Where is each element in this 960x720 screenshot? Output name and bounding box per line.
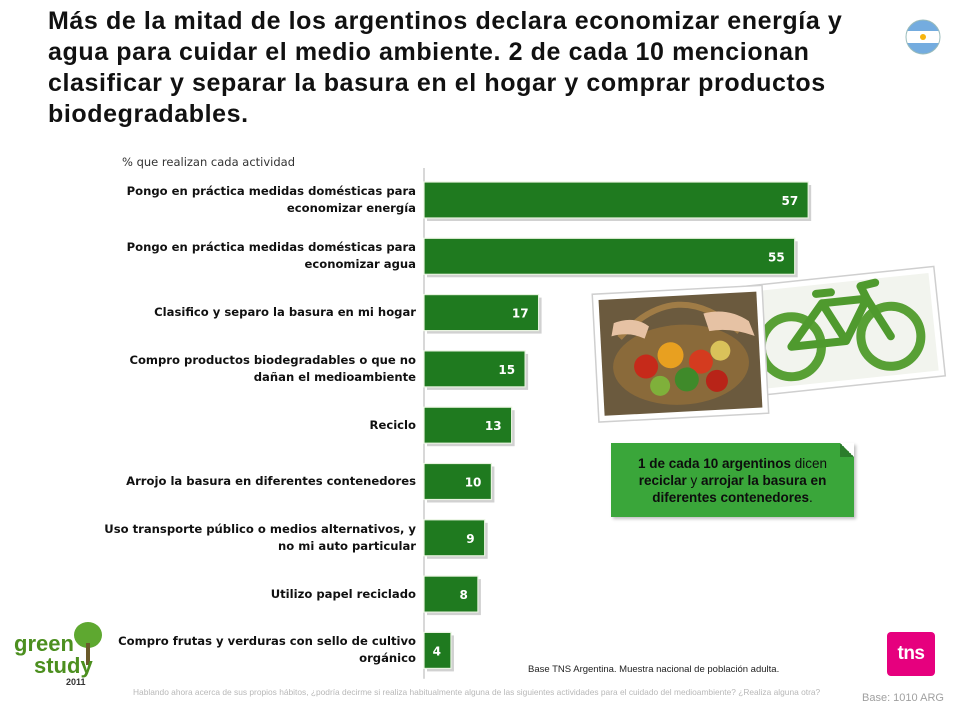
category-label: Pongo en práctica medidas domésticas par…	[126, 240, 416, 272]
bar	[423, 631, 452, 669]
green-study-logo: green study 2011	[14, 622, 102, 687]
bar-value-label: 9	[466, 532, 474, 546]
bar-value-label: 4	[433, 644, 441, 658]
bar-chart: 57 55 17 15 13 10 9 8 4 Pongo en práctica medida…	[0, 168, 812, 679]
page-title: Más de la mitad de los argentinos declar…	[48, 7, 843, 128]
bar	[423, 181, 809, 219]
chart-subtitle: % que realizan cada actividad	[122, 155, 296, 169]
category-label: Clasifico y separo la basura en mi hogar	[154, 305, 416, 320]
base-note: Base TNS Argentina. Muestra nacional de …	[528, 664, 780, 675]
bar	[423, 575, 479, 613]
photo-collage	[591, 265, 947, 423]
callout-bold-3: arrojar la basura en diferentes contened…	[652, 473, 827, 505]
callout-text-2: y	[686, 473, 701, 488]
callout-bold-1: 1 de cada 10 argentinos	[637, 456, 792, 471]
category-label: Pongo en práctica medidas domésticas par…	[126, 184, 416, 215]
category-label: Utilizo papel reciclado	[270, 586, 416, 601]
category-label: Compro frutas y verduras con sello de cu…	[118, 634, 416, 666]
callout-text-1: dicen	[791, 456, 828, 471]
bar-value-label: 13	[485, 419, 502, 433]
bar	[423, 406, 513, 444]
vegetable-basket-image	[591, 284, 770, 423]
argentina-flag-icon	[905, 19, 941, 55]
callout-text-3: .	[809, 490, 813, 505]
callout-bold-2: reciclar	[638, 473, 687, 488]
callout-box: 1 de cada 10 argentinos dicen reciclar y…	[611, 443, 854, 517]
survey-question: Hablando ahora acerca de sus propios háb…	[133, 687, 821, 697]
category-label: Uso transporte público o medios alternat…	[104, 521, 416, 553]
logo-year: 2011	[66, 677, 86, 687]
logo-study-word: study	[34, 653, 93, 678]
base-count: Base: 1010 ARG	[862, 692, 944, 704]
category-label: Reciclo	[369, 417, 416, 432]
bar	[423, 462, 493, 501]
bar-value-label: 8	[460, 588, 468, 602]
bar	[423, 293, 540, 332]
bar	[423, 519, 486, 557]
bicycle-image	[724, 265, 947, 399]
category-label: Compro productos biodegradables o que no…	[129, 352, 416, 384]
callout-fold-corner	[840, 443, 854, 457]
tns-logo: tns	[887, 632, 935, 676]
bar-value-label: 10	[465, 476, 482, 490]
bar-value-label: 57	[781, 194, 798, 208]
category-label: Arrojo la basura en diferentes contenedo…	[126, 474, 416, 488]
bar	[423, 237, 796, 275]
bar-value-label: 15	[498, 363, 515, 377]
bar-value-label: 17	[512, 307, 529, 321]
bar-chart-svg: 57 55 17 15 13 10 9 8 4	[423, 168, 812, 679]
bar-value-label: 55	[768, 250, 785, 264]
logo-green-word: green	[14, 631, 74, 656]
bar	[423, 350, 526, 388]
